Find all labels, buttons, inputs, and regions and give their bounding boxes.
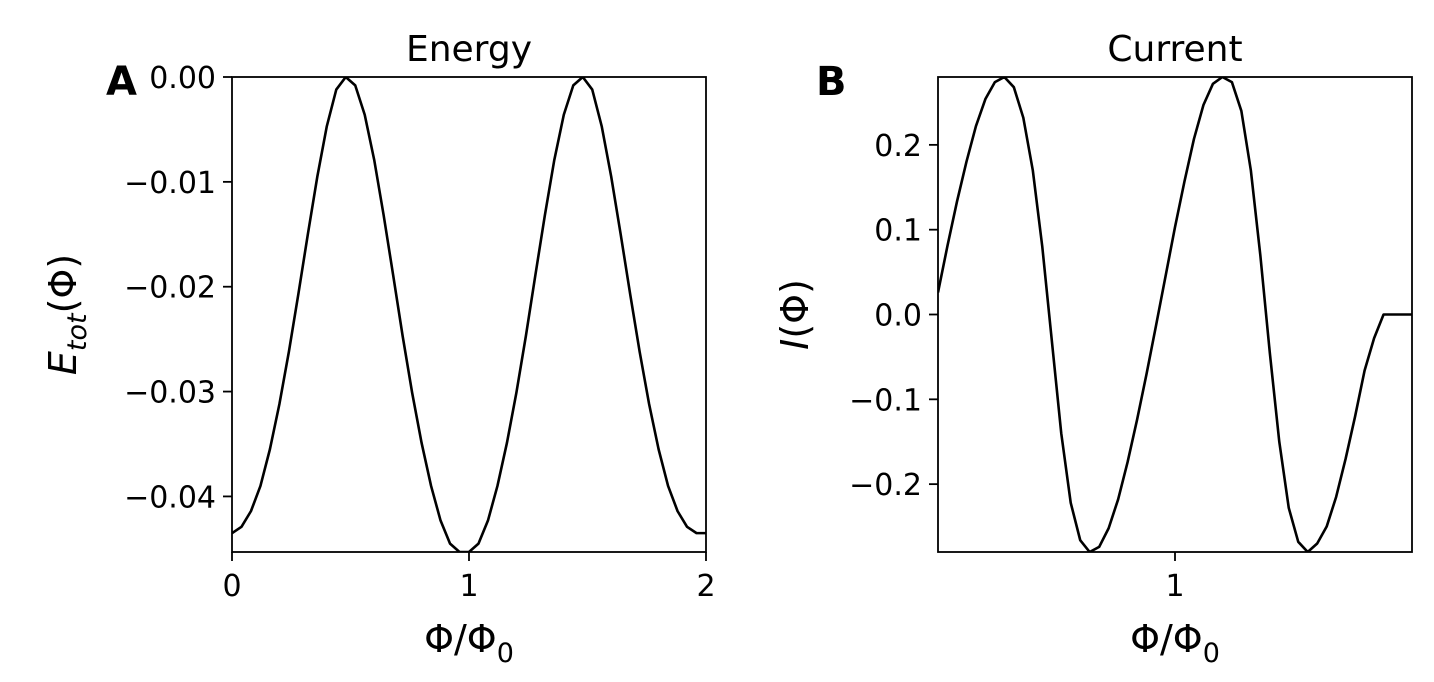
y-axis-label-suffix: (Φ) <box>41 254 85 314</box>
panel-letter: A <box>106 59 137 105</box>
chart-title: Current <box>1107 29 1242 70</box>
x-axis-label: Φ/Φ0 <box>424 617 514 669</box>
y-tick-label: −0.04 <box>124 480 216 515</box>
y-axis-label-suffix: (Φ) <box>773 279 817 339</box>
x-tick-label: 1 <box>459 569 478 604</box>
y-axis-label: Etot(Φ) <box>41 254 93 375</box>
y-axis-label: I(Φ) <box>773 279 817 350</box>
y-tick-label: −0.02 <box>124 271 216 306</box>
series-line-0 <box>938 77 1412 552</box>
x-axis-label-subscript: 0 <box>1203 638 1220 669</box>
x-axis-label-main: Φ/Φ <box>1130 617 1203 661</box>
panel-current: 1 0.2 0.1 0.0 −0.1 −0.2 Current B Φ/Φ0 I(Φ) <box>773 29 1412 669</box>
panel-letter: B <box>816 59 847 105</box>
y-tick-label: −0.03 <box>124 376 216 411</box>
panel-energy: 0 1 20.00−0.01−0.02−0.03−0.04EnergyAΦ/Φ0Et… <box>41 29 716 669</box>
y-tick-label: 0.0 <box>874 299 922 334</box>
y-axis-label-subscript: tot <box>62 312 93 351</box>
x-axis-label: Φ/Φ0 <box>1130 617 1220 669</box>
y-tick-label: −0.2 <box>849 468 922 503</box>
y-tick-label: 0.1 <box>874 214 922 249</box>
y-axis-label-main: E <box>41 351 85 375</box>
x-tick-label: 1 <box>1165 569 1184 604</box>
y-tick-label: 0.2 <box>874 129 922 164</box>
x-tick-label: 2 <box>696 569 715 604</box>
y-axis-label-main: I <box>773 339 817 350</box>
series-line-0 <box>232 77 706 552</box>
y-tick-label: −0.01 <box>124 166 216 201</box>
y-tick-label: −0.1 <box>849 383 922 418</box>
axes-frame <box>232 77 706 552</box>
x-axis-label-main: Φ/Φ <box>424 617 497 661</box>
x-tick-label: 0 <box>222 569 241 604</box>
y-tick-label: 0.00 <box>149 61 216 96</box>
x-axis-label-subscript: 0 <box>497 638 514 669</box>
chart-title: Energy <box>406 29 532 70</box>
